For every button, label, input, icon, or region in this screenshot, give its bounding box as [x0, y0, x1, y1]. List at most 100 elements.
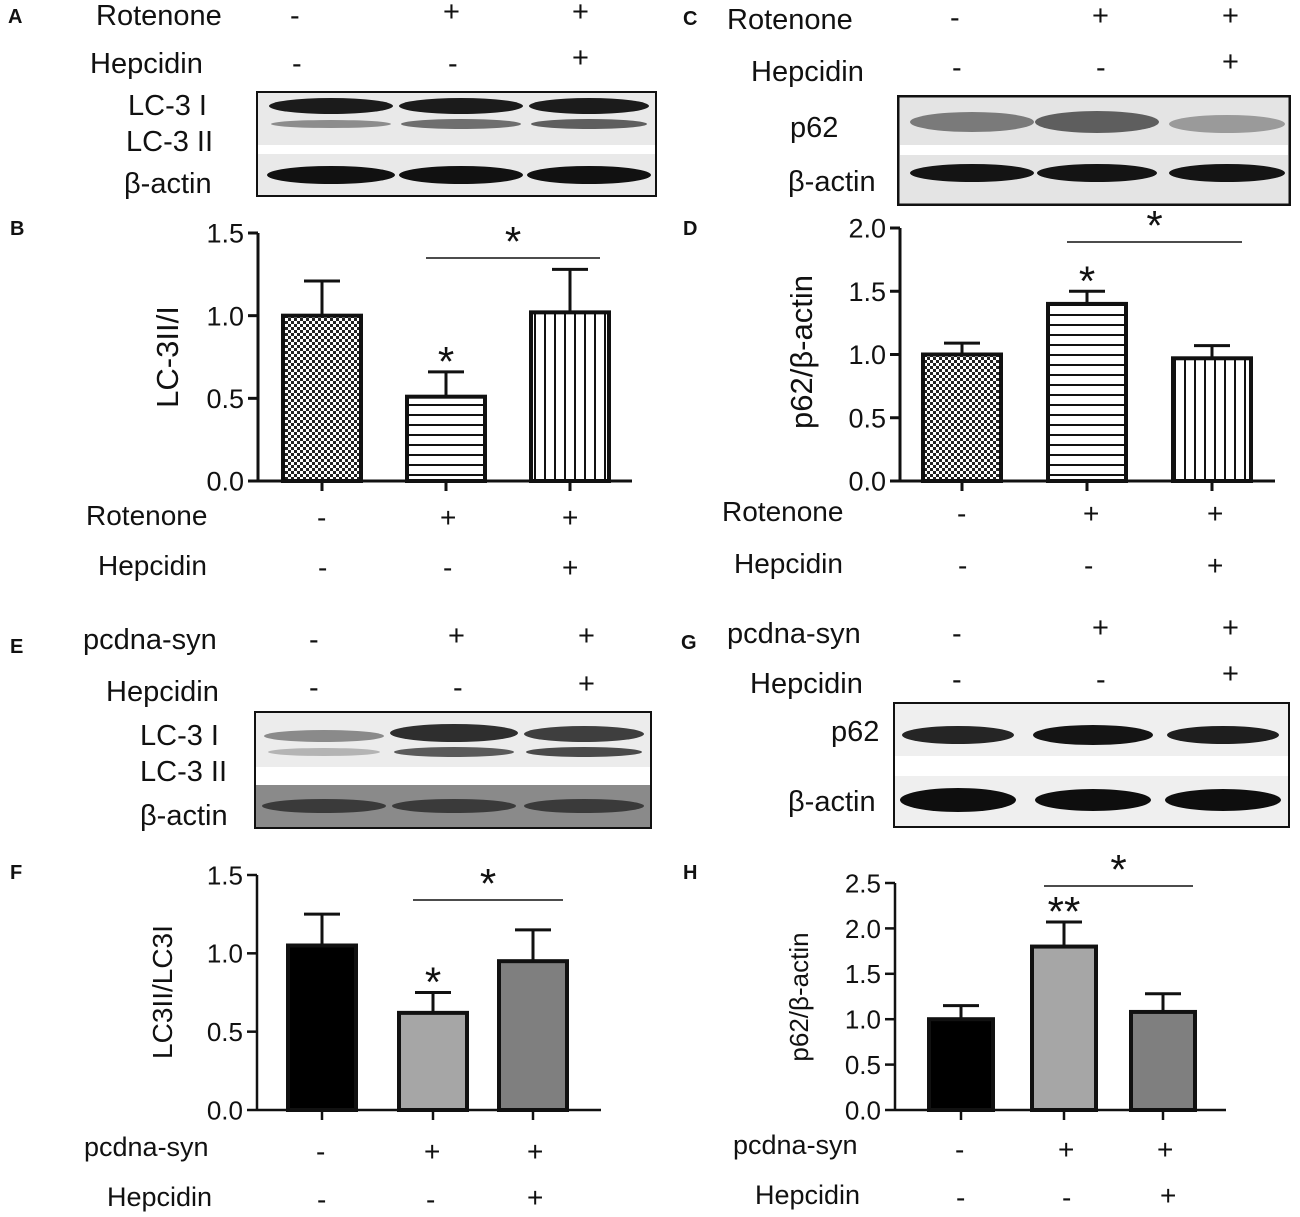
panel-label-e: E [10, 636, 24, 658]
significance-mark: ** [1048, 888, 1081, 935]
sign: - [952, 52, 962, 84]
blot-label-lc3-ii: LC-3 II [140, 756, 228, 788]
bar [1030, 944, 1098, 1112]
sign: + [527, 1136, 544, 1167]
sign: - [426, 1184, 436, 1215]
cond-label-hepcidin: Hepcidin [98, 550, 207, 581]
bar [1129, 1009, 1197, 1112]
y-axis-label: LC-3II/I [150, 306, 185, 408]
sign: - [316, 1136, 326, 1167]
sign: + [1092, 0, 1109, 32]
significance-mark: * [1079, 257, 1095, 304]
bracket-mark: * [480, 860, 496, 907]
blot-label-beta-actin: β-actin [788, 786, 876, 818]
y-tick-label: 1.5 [206, 219, 244, 249]
sign: + [1092, 612, 1109, 644]
y-tick-label: 0.5 [207, 1017, 243, 1047]
panel-label-g: G [681, 632, 697, 654]
bar-chart-f: 0.0 0.5 1.0 1.5 LC3II/LC3I * * [147, 860, 601, 1125]
blot-label-lc3-ii: LC-3 II [126, 126, 214, 158]
sign: - [1084, 550, 1094, 581]
sign: - [1096, 664, 1106, 696]
panel-label-a: A [8, 6, 23, 28]
panel-label-d: D [683, 218, 698, 240]
sign: + [1207, 498, 1224, 529]
sign: + [578, 620, 595, 652]
panel-label-f: F [10, 862, 23, 884]
panel-label-c: C [683, 8, 698, 30]
y-tick-label: 0.5 [206, 384, 244, 414]
bar-chart-b: 0.0 0.5 1.0 1.5 LC-3II/I * * [150, 218, 632, 497]
y-tick-label: 1.0 [206, 301, 244, 331]
row-label-pcdna-syn: pcdna-syn [83, 624, 217, 656]
sign: + [448, 620, 465, 652]
bar [286, 943, 358, 1112]
sign: + [1222, 612, 1239, 644]
sign: - [309, 672, 319, 704]
y-tick-label: 2.0 [845, 914, 881, 944]
y-axis-label: LC3II/LC3I [147, 925, 178, 1059]
sign: + [1222, 658, 1239, 690]
row-label-hepcidin: Hepcidin [751, 56, 864, 88]
y-tick-label: 0.0 [206, 467, 244, 497]
y-tick-label: 1.5 [207, 860, 243, 890]
sign: + [1058, 1134, 1075, 1165]
sign: - [309, 624, 319, 656]
sign: - [318, 552, 328, 583]
row-label-pcdna-syn: pcdna-syn [727, 618, 861, 650]
cond-label-hepcidin: Hepcidin [755, 1180, 861, 1210]
sign: - [952, 664, 962, 696]
sign: - [292, 48, 302, 80]
significance-mark: * [438, 338, 454, 385]
sign: + [572, 42, 589, 74]
bar [529, 310, 611, 483]
y-tick-label: 0.5 [848, 403, 886, 433]
row-label-hepcidin: Hepcidin [750, 668, 863, 700]
bar [397, 1010, 469, 1112]
significance-mark: * [425, 959, 441, 1006]
y-tick-label: 1.0 [207, 939, 243, 969]
bracket-mark: * [1110, 846, 1126, 893]
bracket-mark: * [1146, 202, 1162, 249]
sign: + [1207, 550, 1224, 581]
blot-label-beta-actin: β-actin [788, 166, 876, 198]
sign: - [955, 1134, 965, 1165]
western-blot-g [893, 702, 1290, 828]
cond-label-pcdna-syn: pcdna-syn [84, 1132, 209, 1162]
sign: - [317, 1184, 327, 1215]
cond-label-hepcidin: Hepcidin [107, 1182, 213, 1212]
y-tick-label: 1.0 [845, 1005, 881, 1035]
y-tick-label: 0.0 [845, 1095, 881, 1125]
panel-label-b: B [10, 218, 25, 240]
sign: - [453, 672, 463, 704]
bar-chart-d: 0.0 0.5 1.0 1.5 2.0 p62/β-actin * * [784, 202, 1275, 497]
y-tick-label: 1.5 [845, 959, 881, 989]
sign: + [1083, 498, 1100, 529]
blot-label-beta-actin: β-actin [140, 800, 228, 832]
blot-label-beta-actin: β-actin [124, 168, 212, 200]
bar [405, 394, 487, 483]
sign: - [317, 502, 327, 533]
sign: + [1222, 0, 1239, 32]
bar [1171, 356, 1253, 484]
western-blot-c [897, 95, 1291, 206]
cond-label-rotenone: Rotenone [722, 496, 844, 527]
bar [1046, 301, 1128, 483]
bar [927, 1017, 995, 1113]
blot-label-p62: p62 [790, 112, 839, 144]
sign: + [562, 502, 579, 533]
sign: - [443, 552, 453, 583]
sign: + [424, 1136, 441, 1167]
sign: + [443, 0, 460, 28]
row-label-rotenone: Rotenone [727, 4, 853, 36]
sign: - [956, 1182, 966, 1213]
bar [497, 959, 569, 1113]
sign: - [448, 48, 458, 80]
y-tick-label: 2.0 [848, 214, 886, 244]
sign: + [440, 502, 457, 533]
row-label-rotenone: Rotenone [96, 0, 222, 32]
y-tick-label: 0.0 [207, 1095, 243, 1125]
sign: + [572, 0, 589, 28]
